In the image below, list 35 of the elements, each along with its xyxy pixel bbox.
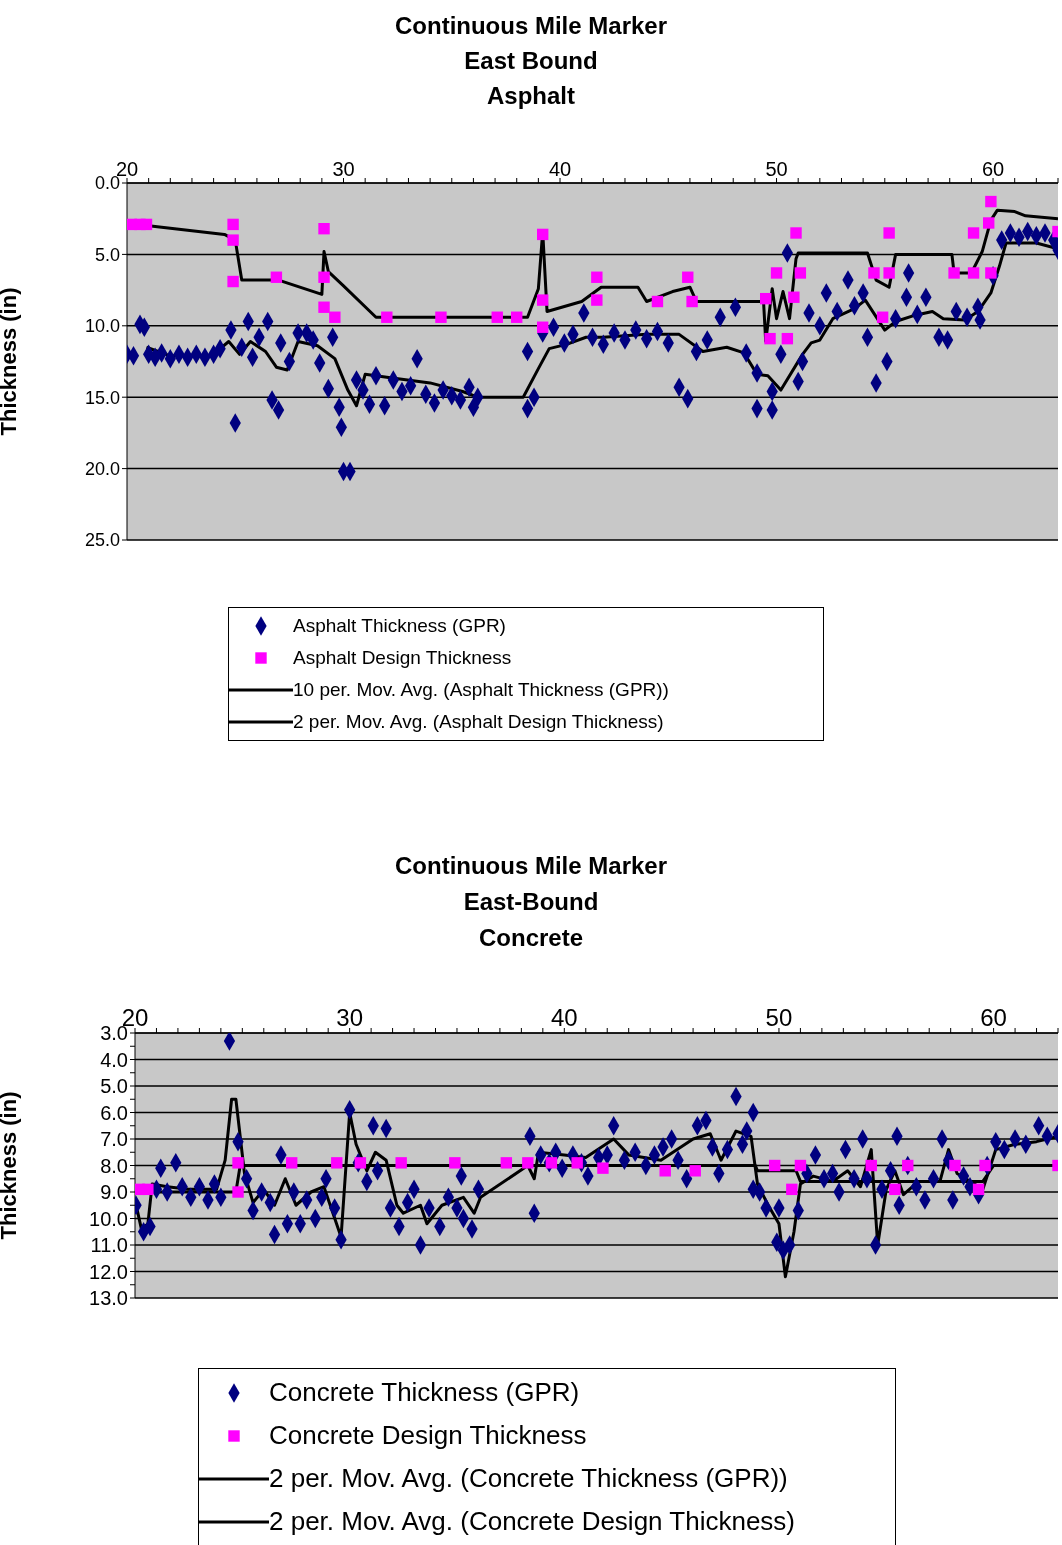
y-tick-label: 10.0 — [84, 316, 120, 337]
y-tick-label: 8.0 — [100, 1154, 128, 1177]
x-tick-label: 60 — [980, 1004, 1007, 1031]
legend-label: Asphalt Thickness (GPR) — [293, 615, 506, 637]
legend-label: 2 per. Mov. Avg. (Concrete Thickness (GPR)) — [269, 1463, 788, 1494]
y-tick-label: 15.0 — [84, 387, 120, 408]
x-tick-label: 50 — [765, 1004, 793, 1031]
y-tick-label: 7.0 — [100, 1128, 128, 1151]
y-tick-label: 25.0 — [84, 530, 120, 551]
y-tick-label: 12.0 — [89, 1260, 128, 1283]
legend-label: 2 per. Mov. Avg. (Concrete Design Thickness) — [269, 1506, 796, 1537]
legend-label: Concrete Thickness (GPR) — [269, 1377, 580, 1408]
x-tick-label: 50 — [765, 158, 788, 180]
y-tick-label: 4.0 — [100, 1048, 128, 1071]
x-tick-label: 40 — [550, 1004, 578, 1031]
legend-label: 10 per. Mov. Avg. (Asphalt Thickness (GPR)) — [293, 679, 669, 701]
y-tick-label: 5.0 — [94, 244, 120, 265]
y-tick-label: 11.0 — [90, 1234, 128, 1257]
y-tick-label: 20.0 — [84, 458, 120, 479]
y-tick-label: 5.0 — [100, 1075, 128, 1098]
chart-title: Continuous Mile Marker East-Bound Concrete — [394, 851, 668, 953]
y-axis-title: Thickness (in) — [0, 1091, 21, 1240]
x-tick-label: 60 — [981, 158, 1005, 180]
x-tick-label: 40 — [548, 158, 572, 180]
x-tick-label: 30 — [332, 158, 355, 180]
y-tick-label: 9.0 — [100, 1181, 128, 1204]
legend-label: Asphalt Design Thickness — [293, 647, 512, 669]
legend-label: Concrete Design Thickness — [269, 1420, 587, 1451]
chart-title: Continuous Mile Marker East Bound Asphalt — [394, 11, 668, 111]
y-tick-label: 13.0 — [89, 1287, 128, 1310]
y-axis-title: Thickness (in) — [0, 287, 21, 436]
y-tick-label: 6.0 — [100, 1101, 128, 1124]
x-tick-label: 30 — [336, 1004, 363, 1031]
y-tick-label: 10.0 — [89, 1207, 128, 1230]
legend-label: 2 per. Mov. Avg. (Asphalt Design Thickness) — [293, 711, 664, 733]
